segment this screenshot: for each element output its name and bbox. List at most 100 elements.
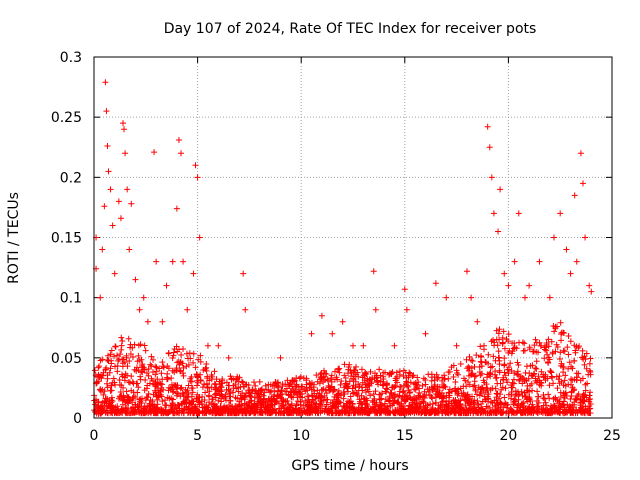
data-point: [141, 342, 148, 349]
data-point: [104, 375, 111, 382]
data-point: [521, 294, 528, 301]
data-point: [331, 368, 338, 375]
data-point: [474, 318, 481, 325]
data-point: [134, 380, 141, 387]
data-point: [272, 397, 279, 404]
data-point: [299, 383, 306, 390]
data-point: [196, 409, 203, 416]
data-point: [445, 409, 452, 416]
data-point: [481, 379, 488, 386]
data-point: [568, 381, 575, 388]
data-point: [159, 381, 166, 388]
data-point: [501, 270, 508, 277]
data-point: [412, 386, 419, 393]
data-point: [499, 410, 506, 417]
data-point: [117, 351, 124, 358]
x-tick-label: 20: [499, 428, 517, 444]
data-point: [329, 399, 336, 406]
data-point: [534, 388, 541, 395]
data-point: [163, 282, 170, 289]
data-point: [238, 407, 245, 414]
data-point: [577, 150, 584, 157]
data-point: [412, 405, 419, 412]
data-point: [573, 396, 580, 403]
data-point: [318, 393, 325, 400]
data-point: [471, 378, 478, 385]
data-point: [114, 352, 121, 359]
data-point: [227, 405, 234, 412]
data-point: [122, 150, 129, 157]
data-point: [119, 401, 126, 408]
data-point: [335, 387, 342, 394]
data-point: [179, 370, 186, 377]
data-point: [502, 385, 509, 392]
data-point: [341, 361, 348, 368]
data-point: [514, 370, 521, 377]
data-point: [116, 356, 123, 363]
data-point: [310, 384, 317, 391]
data-point: [304, 399, 311, 406]
data-point: [94, 373, 101, 380]
data-point: [321, 370, 328, 377]
data-point: [248, 397, 255, 404]
data-point: [556, 355, 563, 362]
data-point: [163, 376, 170, 383]
data-point: [145, 372, 152, 379]
data-point: [551, 328, 558, 335]
data-point: [462, 377, 469, 384]
data-point: [114, 362, 121, 369]
data-point: [342, 375, 349, 382]
data-point: [505, 391, 512, 398]
data-point: [582, 234, 589, 241]
data-point: [184, 306, 191, 313]
data-point: [219, 409, 226, 416]
data-point: [507, 395, 514, 402]
data-point: [159, 359, 166, 366]
data-point: [568, 363, 575, 370]
data-point: [550, 234, 557, 241]
data-point: [557, 389, 564, 396]
data-point: [196, 399, 203, 406]
data-point: [553, 373, 560, 380]
data-point: [164, 410, 171, 417]
data-point: [546, 395, 553, 402]
data-point: [190, 350, 197, 357]
data-point: [427, 401, 434, 408]
data-point: [549, 350, 556, 357]
data-point: [337, 381, 344, 388]
data-point: [554, 385, 561, 392]
data-point: [104, 384, 111, 391]
data-point: [137, 376, 144, 383]
data-point: [126, 357, 133, 364]
data-point: [497, 186, 504, 193]
data-point: [360, 372, 367, 379]
x-tick-label: 15: [396, 428, 414, 444]
data-point: [175, 137, 182, 144]
data-point: [561, 348, 568, 355]
data-point: [101, 388, 108, 395]
data-point: [128, 373, 135, 380]
data-point: [492, 385, 499, 392]
data-point: [360, 342, 367, 349]
data-point: [156, 365, 163, 372]
data-point: [520, 399, 527, 406]
data-point: [137, 341, 144, 348]
data-point: [501, 345, 508, 352]
data-point: [392, 407, 399, 414]
data-point: [535, 393, 542, 400]
data-point: [417, 393, 424, 400]
data-point: [370, 268, 377, 275]
data-point: [391, 400, 398, 407]
data-point: [463, 268, 470, 275]
data-point: [560, 369, 567, 376]
data-point: [562, 372, 569, 379]
data-point: [242, 306, 249, 313]
data-point: [543, 347, 550, 354]
data-point: [227, 397, 234, 404]
data-point: [543, 341, 550, 348]
data-point: [478, 386, 485, 393]
data-point: [196, 410, 203, 417]
data-point: [501, 362, 508, 369]
data-point: [139, 369, 146, 376]
data-point: [579, 347, 586, 354]
